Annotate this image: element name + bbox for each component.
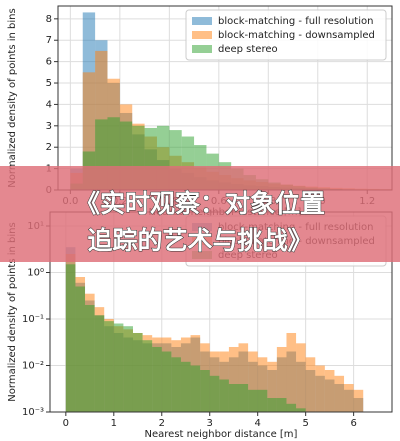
bar bbox=[344, 384, 354, 412]
legend-swatch bbox=[192, 17, 212, 25]
legend-swatch bbox=[192, 45, 212, 53]
bars bbox=[65, 247, 364, 412]
y-tick-label: 4 bbox=[46, 99, 52, 110]
bar bbox=[209, 375, 220, 412]
legend-label: deep stereo bbox=[218, 44, 278, 55]
x-tick-label: 3 bbox=[207, 418, 213, 429]
bar bbox=[113, 323, 124, 412]
bar bbox=[228, 384, 239, 412]
bar bbox=[142, 340, 153, 412]
y-tick-label: 5 bbox=[46, 78, 52, 89]
y-axis-label: Normalized density of points in bins bbox=[7, 8, 18, 187]
y-tick-label: 10⁻² bbox=[22, 360, 44, 371]
legend-box bbox=[185, 9, 387, 61]
bar bbox=[267, 361, 277, 412]
bar bbox=[248, 389, 258, 412]
bar bbox=[180, 361, 191, 412]
bar bbox=[324, 370, 335, 412]
x-tick-label: 4 bbox=[255, 418, 261, 429]
bar bbox=[123, 326, 133, 412]
y-tick-label: 3 bbox=[46, 121, 52, 132]
bar bbox=[267, 398, 277, 412]
bar bbox=[276, 398, 287, 412]
banner-line: 《实时观察：对象位置 bbox=[75, 189, 325, 218]
legend-label: block-matching - full resolution bbox=[218, 16, 373, 27]
bar bbox=[104, 321, 114, 412]
bar bbox=[75, 286, 86, 412]
bar bbox=[276, 346, 287, 412]
bar bbox=[94, 315, 105, 412]
banner-line: 追踪的艺术与挑战》 bbox=[87, 226, 312, 255]
y-tick-label: 10⁰ bbox=[27, 267, 44, 278]
x-axis-label: Nearest neighbor distance [m] bbox=[145, 429, 298, 440]
y-tick-label: 2 bbox=[46, 142, 52, 153]
bar bbox=[286, 332, 297, 412]
bar bbox=[257, 389, 268, 412]
bar bbox=[152, 346, 162, 412]
bar bbox=[171, 357, 181, 412]
bar bbox=[296, 408, 306, 412]
legend: block-matching - full resolution block-ma… bbox=[185, 9, 387, 61]
bar bbox=[305, 357, 316, 412]
x-tick-label: 1 bbox=[111, 418, 117, 429]
y-tick-label: 10⁻¹ bbox=[22, 314, 44, 325]
bar bbox=[132, 332, 143, 412]
banner-band bbox=[0, 166, 400, 262]
y-tick-label: 10⁻³ bbox=[22, 407, 44, 418]
bar bbox=[286, 403, 297, 412]
bar bbox=[219, 379, 229, 412]
bar bbox=[85, 305, 95, 412]
x-tick-label: 0 bbox=[63, 418, 69, 429]
x-tick-label: 5 bbox=[302, 418, 308, 429]
bar bbox=[200, 370, 210, 412]
banner: 《实时观察：对象位置 追踪的艺术与挑战》 bbox=[0, 166, 400, 262]
x-tick-label: 2 bbox=[159, 418, 165, 429]
y-tick-label: 6 bbox=[46, 57, 52, 68]
bar bbox=[238, 384, 249, 412]
bar bbox=[334, 375, 345, 412]
bar bbox=[248, 351, 258, 412]
legend-swatch bbox=[192, 31, 212, 39]
bar bbox=[238, 343, 249, 412]
bar bbox=[228, 346, 239, 412]
bar bbox=[296, 343, 306, 412]
bar bbox=[353, 389, 364, 412]
y-tick-label: 7 bbox=[46, 35, 52, 46]
y-axis-label: Normalized density of points in bins bbox=[7, 222, 18, 401]
bar bbox=[315, 365, 325, 412]
bar bbox=[257, 357, 268, 412]
bar bbox=[161, 351, 172, 412]
x-tick-label: 6 bbox=[350, 418, 356, 429]
legend-label: block-matching - downsampled bbox=[218, 30, 375, 41]
bar bbox=[190, 365, 201, 412]
y-tick-label: 8 bbox=[46, 14, 52, 25]
bar bbox=[65, 264, 76, 412]
